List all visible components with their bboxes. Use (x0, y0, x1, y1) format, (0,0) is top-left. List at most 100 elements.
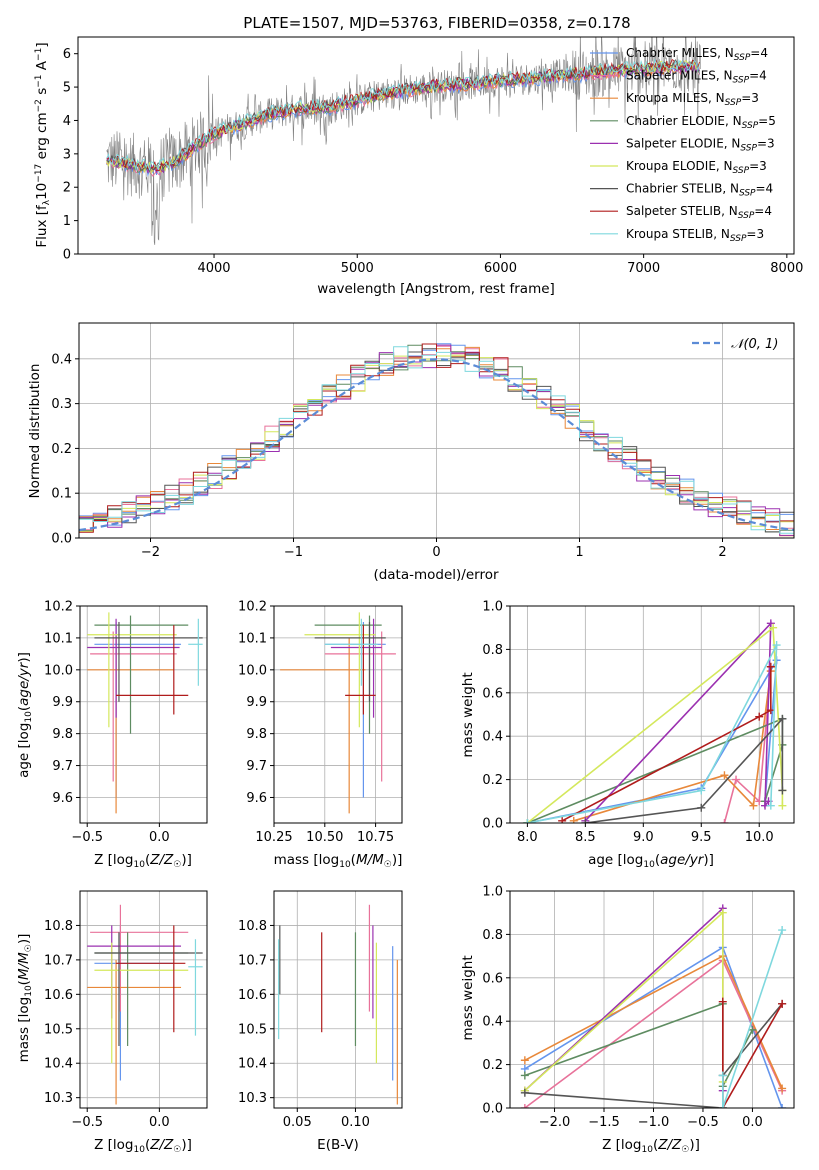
y-tick-label: 10.4 (238, 1057, 267, 1072)
wZ-ylabel: mass weight (460, 955, 476, 1040)
y-tick-label: 9.9 (246, 695, 267, 710)
y-tick-label: 0.2 (482, 1058, 503, 1073)
axes-frame (79, 890, 208, 1109)
spectrum-lines (106, 37, 701, 245)
legend-label: Kroupa ELODIE, NSSP=3 (626, 159, 767, 176)
weight-line-5 (526, 626, 784, 823)
residual-ticks: −2 −1 0 1 2 0.0 0.1 0.2 0.3 0.4 (51, 352, 726, 560)
y-tick-label: 0.4 (51, 352, 72, 367)
x-tick-label: 7000 (627, 261, 660, 276)
weight-marker (520, 1088, 529, 1097)
weight-vs-metallicity-panel: −2.0 −1.5 −1.0 −0.5 0.0 0.0 0.2 0.4 0.6 0.8 1.0 (482, 885, 795, 1130)
weight-marker (755, 712, 764, 721)
y-tick-label: 0.2 (482, 773, 503, 788)
weight-marker (697, 786, 706, 795)
weight-marker (520, 1056, 529, 1065)
weight-marker (718, 997, 727, 1006)
weight-marker (569, 816, 578, 823)
y-tick-label: 2 (63, 181, 71, 196)
x-tick-label: 10.25 (255, 830, 292, 845)
residual-legend: 𝒩(0, 1) (692, 337, 778, 352)
weight-line-4 (584, 621, 772, 822)
weight-line-0 (527, 659, 778, 823)
plot-marks (523, 619, 787, 823)
x-tick-label: 10.0 (745, 830, 774, 845)
residual-panel: −2 −1 0 1 2 0.0 0.1 0.2 0.3 0.4 (data-model)/erro… (27, 322, 795, 583)
weight-marker (749, 801, 758, 810)
weight-marker (769, 623, 778, 632)
y-tick-label: 0.2 (51, 442, 72, 457)
y-tick-label: 10.7 (238, 953, 267, 968)
y-tick-label: 0.8 (482, 643, 503, 658)
weight-vs-age-panel: 8.0 8.5 9.0 9.5 10.0 0.0 0.2 0.4 0.6 0.8 1.0 (482, 600, 795, 845)
legend-label: Salpeter ELODIE, NSSP=3 (626, 136, 775, 153)
x-tick-label: 0 (432, 545, 440, 560)
weight-marker (766, 619, 775, 628)
weight-line-3 (524, 1002, 754, 1087)
plot-marks (87, 612, 203, 814)
observed-spectrum-line (106, 37, 701, 245)
x-tick-label: 9.5 (691, 830, 712, 845)
normal-curve (78, 358, 795, 532)
y-tick-label: 9.8 (246, 727, 267, 742)
y-tick-label: 10.4 (44, 1057, 73, 1072)
y-tick-label: 4 (63, 114, 71, 129)
axes-frame (509, 890, 795, 1109)
y-tick-label: 1.0 (482, 600, 503, 615)
y-tick-label: 0.4 (482, 1015, 503, 1030)
y-tick-label: 10.5 (44, 1022, 73, 1037)
x-tick-label: −0.5 (71, 830, 103, 845)
x-tick-label: −1.5 (588, 1115, 620, 1130)
x-tick-label: 0.0 (149, 1115, 170, 1130)
x-tick-label: 0.10 (341, 1115, 370, 1130)
y-tick-label: 9.9 (52, 695, 73, 710)
axes-frame (273, 890, 403, 1109)
weight-marker (520, 1071, 529, 1080)
y-tick-label: 10.8 (238, 919, 267, 934)
y-tick-label: 0 (63, 248, 71, 263)
x-tick-label: 0.0 (742, 1115, 763, 1130)
axes-frame (509, 605, 795, 824)
age-vs-mass-panel: 10.25 10.50 10.75 9.6 9.7 9.8 9.9 10.0 10.1 10.2 (238, 600, 403, 845)
model-line-8 (106, 58, 700, 171)
legend-label: Salpeter STELIB, NSSP=4 (626, 204, 772, 221)
spectrum-legend: Chabrier MILES, NSSP=4 Salpeter MILES, NS… (590, 46, 776, 244)
x-tick-label: −2 (141, 545, 160, 560)
weight-marker (778, 999, 787, 1008)
plot-marks (280, 612, 396, 814)
y-tick-label: 9.6 (52, 791, 73, 806)
x-tick-label: 2 (718, 545, 726, 560)
wAge-ylabel: mass weight (460, 672, 476, 757)
weight-line-8 (721, 929, 783, 1108)
x-tick-label: 9.0 (633, 830, 654, 845)
weight-marker (766, 801, 775, 810)
spectrum-panel: PLATE=1507, MJD=53763, FIBERID=0358, z=0… (34, 14, 803, 297)
mZ-xlabel: Z [log10(Z/Z☉)] (94, 1137, 192, 1155)
x-tick-label: 8.0 (517, 830, 538, 845)
x-tick-label: 4000 (197, 261, 230, 276)
y-tick-label: 10.0 (44, 663, 73, 678)
y-tick-label: 10.8 (44, 919, 73, 934)
y-tick-label: 5 (63, 81, 71, 96)
y-tick-label: 10.0 (238, 663, 267, 678)
y-tick-label: 10.1 (238, 631, 267, 646)
weight-line-3 (527, 717, 784, 823)
ageM-xlabel: mass [log10(M/M☉)] (274, 852, 403, 870)
wZ-xlabel: Z [log10(Z/Z☉)] (602, 1137, 700, 1155)
y-tick-label: 1.0 (482, 885, 503, 900)
y-tick-label: 10.2 (44, 600, 73, 615)
weight-marker (778, 801, 787, 810)
x-tick-label: 10.50 (306, 830, 343, 845)
x-tick-label: −2.0 (539, 1115, 571, 1130)
y-tick-label: 0.3 (51, 397, 72, 412)
weight-line-7 (721, 1001, 783, 1108)
legend-label: Chabrier ELODIE, NSSP=5 (626, 114, 776, 131)
weight-line-1 (723, 671, 772, 823)
legend-label: Chabrier STELIB, NSSP=4 (626, 182, 773, 199)
plot-marks (520, 904, 787, 1108)
weight-marker (732, 775, 741, 784)
legend-label: Salpeter MILES, NSSP=4 (626, 69, 767, 86)
y-tick-label: 9.7 (246, 759, 267, 774)
x-tick-label: 1 (575, 545, 583, 560)
